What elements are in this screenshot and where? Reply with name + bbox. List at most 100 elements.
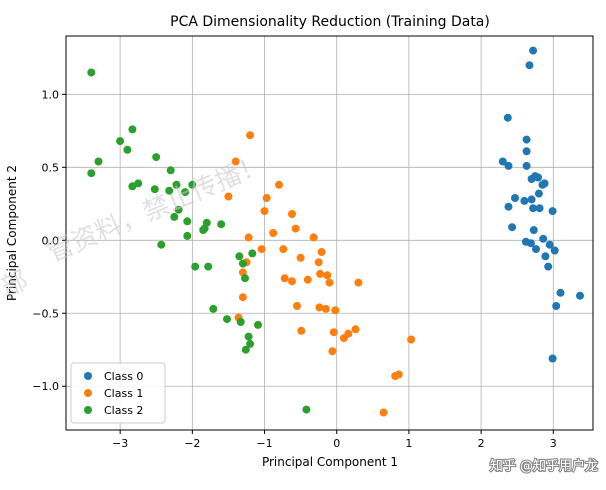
point-class-2 [236,318,245,326]
y-tick-label: −1.0 [32,380,59,393]
point-class-0 [527,175,536,183]
legend-label-class-0: Class 0 [104,370,143,383]
point-class-1 [314,258,323,267]
point-class-2 [241,274,249,283]
point-class-2 [223,315,231,324]
point-class-0 [556,288,565,297]
legend-marker-class-0 [84,372,92,380]
point-class-0 [545,240,554,249]
point-class-1 [317,248,326,256]
point-class-2 [157,240,166,249]
point-class-1 [297,326,306,335]
point-class-0 [532,245,540,254]
point-class-0 [522,161,531,170]
point-class-1 [339,334,348,343]
point-class-2 [128,182,137,191]
point-class-2 [248,249,257,258]
point-class-1 [354,278,363,287]
point-class-1 [296,253,305,262]
point-class-1 [325,278,334,287]
point-class-1 [231,157,240,166]
x-axis-label: Principal Component 1 [262,455,398,469]
point-class-0 [534,173,543,182]
point-class-1 [288,210,296,218]
point-class-1 [275,180,283,189]
point-class-0 [548,354,557,363]
x-tick-label: −3 [112,437,128,450]
point-class-0 [511,194,519,202]
point-class-2 [254,320,262,329]
legend-label-class-2: Class 2 [104,404,143,417]
point-class-2 [181,188,190,197]
point-class-1 [316,269,325,278]
point-class-2 [204,262,213,271]
point-class-1 [291,224,300,233]
point-class-0 [529,46,538,55]
point-class-1 [407,335,416,344]
point-class-1 [351,325,360,334]
point-class-2 [152,153,161,162]
point-class-2 [209,304,218,313]
point-class-2 [174,205,183,214]
x-tick-label: −1 [256,437,272,450]
point-class-1 [331,306,340,315]
x-tick-label: 2 [478,437,485,450]
point-class-0 [525,61,534,70]
point-class-0 [508,223,517,232]
y-tick-label: −0.5 [32,307,59,320]
point-class-1 [244,233,253,242]
point-class-1 [262,194,271,202]
point-class-0 [550,246,559,255]
point-class-0 [552,302,561,310]
point-class-0 [520,196,529,205]
x-tick-label: −2 [184,437,200,450]
x-tick-label: 0 [333,437,340,450]
y-tick-label: 1.0 [42,88,60,101]
y-tick-label: 0.0 [42,234,60,247]
point-class-0 [526,239,535,248]
point-class-2 [150,185,159,194]
y-axis-label: Principal Component 2 [5,165,19,301]
point-class-2 [128,125,137,134]
point-class-1 [257,245,266,254]
point-class-2 [87,68,96,77]
point-class-0 [534,189,543,198]
point-class-1 [329,328,338,337]
point-class-2 [165,186,174,195]
point-class-0 [522,147,531,156]
point-class-0 [544,262,553,271]
point-class-2 [172,180,181,189]
point-class-0 [539,234,548,243]
point-class-1 [303,275,312,284]
grid-lines [66,36,593,430]
point-class-1 [321,304,330,313]
point-class-2 [241,345,250,354]
point-class-2 [235,252,244,261]
plot-frame [65,35,594,431]
point-class-2 [244,332,253,341]
watermark-corner-text: 知乎 @知乎用户龙 [490,458,598,474]
point-class-0 [548,207,557,216]
point-class-0 [535,204,544,213]
point-class-2 [183,231,192,240]
legend: Class 0 Class 1 Class 2 [70,362,166,424]
point-class-0 [538,180,547,189]
point-class-0 [522,135,531,144]
point-class-0 [504,202,513,211]
point-class-0 [504,161,513,170]
legend-box [70,362,166,424]
point-class-0 [541,252,550,261]
point-class-2 [238,259,247,268]
point-class-1 [309,233,318,242]
point-class-0 [498,157,507,166]
point-class-0 [529,226,538,235]
point-class-1 [269,229,278,237]
point-class-2 [116,137,125,146]
point-class-1 [280,274,289,283]
point-class-2 [170,212,179,221]
point-class-1 [293,302,301,310]
point-class-1 [288,277,296,286]
axis-ticks: −3 −2 −1 0 1 2 3 −1.0 −0.5 0.0 0.5 1.0 [32,88,557,450]
point-class-2 [87,169,96,178]
